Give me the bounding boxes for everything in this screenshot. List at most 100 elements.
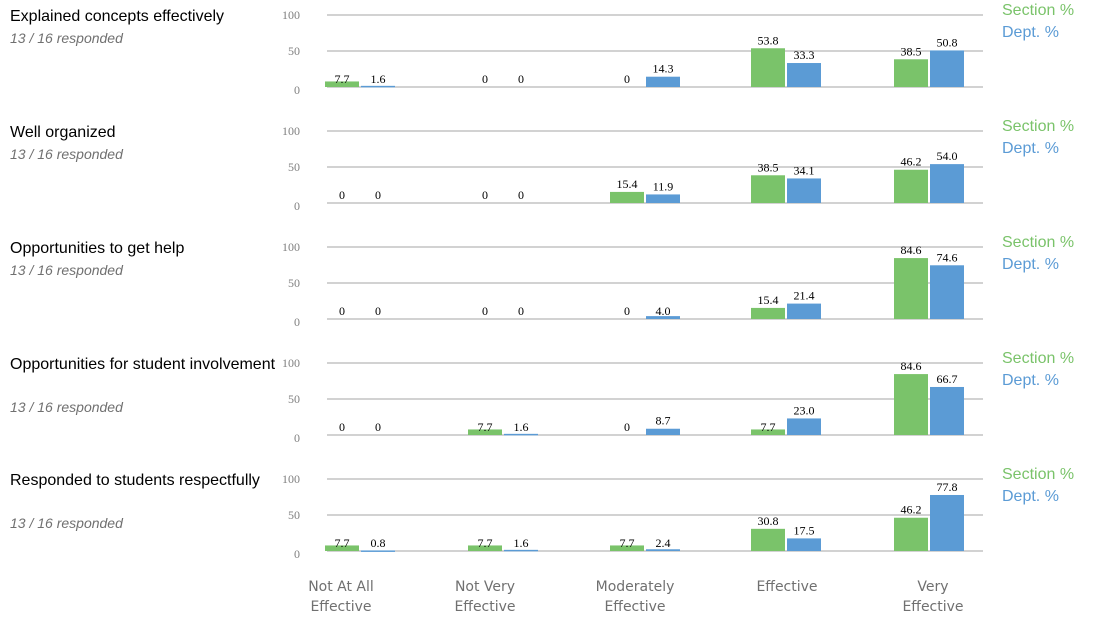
dept-bar	[361, 550, 395, 552]
y-tick-label: 0	[294, 431, 300, 445]
responded-count: 13 / 16 responded	[10, 399, 123, 415]
section-bar	[610, 191, 644, 203]
dept-bar	[361, 85, 395, 88]
bar-value-label: 15.4	[617, 177, 638, 191]
section-bar	[610, 545, 644, 551]
section-bar	[894, 374, 928, 435]
question-chart: Explained concepts effectively 13 / 16 re…	[0, 0, 1105, 116]
y-tick-label: 50	[288, 44, 300, 58]
x-tick-label: Very Effective	[902, 579, 964, 615]
y-tick-label: 0	[294, 547, 300, 561]
question-title: Well organized	[10, 124, 116, 141]
bar-value-label: 74.6	[937, 250, 958, 264]
bar-value-label: 0	[339, 304, 345, 318]
dept-bar	[930, 265, 964, 319]
bar-value-label: 0	[482, 304, 488, 318]
x-tick-label: Moderately Effective	[595, 579, 675, 615]
bar-value-label: 0	[624, 304, 630, 318]
y-tick-label: 0	[294, 83, 300, 97]
responded-count: 13 / 16 responded	[10, 30, 123, 46]
bar-value-label: 84.6	[901, 243, 922, 257]
bar-chart: 0 50 100 0 0 15.4 38.5 46.2 0 0 11.9 34.1 54.0	[282, 124, 983, 213]
legend: Section % Dept. %	[1002, 0, 1074, 44]
bar-value-label: 17.5	[794, 523, 815, 537]
section-bar	[325, 81, 359, 87]
bar-value-label: 30.8	[758, 514, 779, 528]
bar-chart: 0 50 100 7.7 0 0 53.8 38.5 1.6 0 14.3 33.3 50.8	[282, 8, 983, 97]
question-chart: Responded to students respectfully 13 / 1…	[0, 464, 1105, 580]
bar-chart: 0 50 100 0 0 0 15.4 84.6 0 0 4.0 21.4 74.6	[282, 240, 983, 329]
section-bar	[751, 48, 785, 87]
dept-bar	[787, 63, 821, 87]
bar-value-label: 0	[375, 304, 381, 318]
bar-value-label: 1.6	[514, 536, 529, 550]
bar-value-label: 0	[518, 188, 524, 202]
bar-value-label: 77.8	[937, 480, 958, 494]
bar-value-label: 0	[482, 188, 488, 202]
y-tick-label: 100	[282, 124, 300, 138]
responded-count: 13 / 16 responded	[10, 515, 123, 531]
question-title: Opportunities for student involvement	[10, 356, 276, 373]
dept-bar	[646, 194, 680, 203]
bar-value-label: 84.6	[901, 359, 922, 373]
section-bar	[325, 545, 359, 551]
section-bar	[751, 528, 785, 551]
legend-dept: Dept. %	[1002, 488, 1059, 505]
y-tick-label: 100	[282, 8, 300, 22]
dept-bar	[787, 538, 821, 551]
bar-value-label: 46.2	[901, 503, 922, 517]
section-bar	[751, 175, 785, 203]
question-chart: Opportunities to get help 13 / 16 respond…	[0, 232, 1105, 348]
bar-chart: 0 50 100 7.7 7.7 7.7 30.8 46.2 0.8 1.6 2.4 17.5 77.8	[282, 472, 983, 561]
x-tick-label: Not At All Effective	[308, 579, 374, 615]
y-tick-label: 50	[288, 160, 300, 174]
bar-value-label: 34.1	[794, 163, 815, 177]
bar-value-label: 66.7	[937, 372, 958, 386]
bar-value-label: 7.7	[478, 536, 493, 550]
bar-value-label: 1.6	[371, 72, 386, 86]
bar-value-label: 0	[518, 72, 524, 86]
legend: Section % Dept. %	[1002, 464, 1074, 508]
bar-value-label: 15.4	[758, 293, 779, 307]
dept-bar	[930, 164, 964, 203]
bar-value-label: 1.6	[514, 420, 529, 434]
question-chart: Opportunities for student involvement 13 …	[0, 348, 1105, 464]
bar-value-label: 8.7	[656, 414, 671, 428]
bar-value-label: 21.4	[794, 289, 815, 303]
question-title: Responded to students respectfully	[10, 472, 260, 489]
bar-value-label: 14.3	[653, 62, 674, 76]
y-tick-label: 100	[282, 356, 300, 370]
section-bar	[751, 307, 785, 319]
bar-value-label: 0	[624, 420, 630, 434]
legend-section: Section %	[1002, 466, 1075, 483]
y-tick-label: 0	[294, 199, 300, 213]
bar-value-label: 23.0	[794, 403, 815, 417]
legend-section: Section %	[1002, 350, 1075, 367]
section-bar	[468, 429, 502, 435]
bar-value-label: 38.5	[901, 44, 922, 58]
dept-bar	[930, 494, 964, 551]
question-title: Opportunities to get help	[10, 240, 185, 257]
y-tick-label: 0	[294, 315, 300, 329]
dept-bar	[504, 433, 538, 436]
dept-bar	[646, 428, 680, 435]
dept-bar	[787, 418, 821, 435]
legend-dept: Dept. %	[1002, 140, 1059, 157]
y-tick-label: 50	[288, 508, 300, 522]
y-tick-label: 50	[288, 276, 300, 290]
dept-bar	[646, 316, 680, 319]
bar-value-label: 0	[624, 72, 630, 86]
bar-value-label: 0	[518, 304, 524, 318]
bar-value-label: 2.4	[656, 536, 671, 550]
section-bar	[894, 258, 928, 319]
bar-value-label: 0	[375, 188, 381, 202]
bar-value-label: 33.3	[794, 48, 815, 62]
bar-value-label: 0	[375, 420, 381, 434]
section-bar	[468, 545, 502, 551]
bar-value-label: 38.5	[758, 160, 779, 174]
bar-value-label: 7.7	[335, 72, 350, 86]
legend-dept: Dept. %	[1002, 256, 1059, 273]
legend-section: Section %	[1002, 2, 1075, 19]
x-axis-category-labels: Not At All Effective Not Very Effective Mo…	[0, 575, 1105, 619]
bar-value-label: 0.8	[371, 536, 386, 550]
